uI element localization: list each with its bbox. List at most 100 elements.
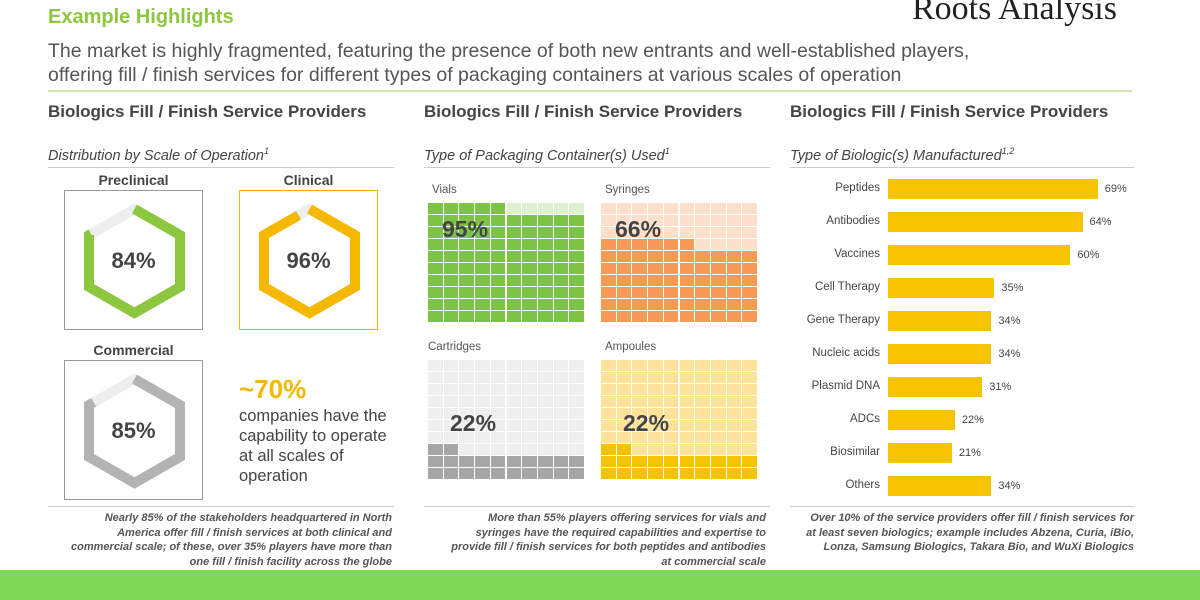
- waffle-cell: [522, 311, 537, 322]
- waffle-cell: [569, 468, 584, 479]
- waffle-cell: [726, 444, 742, 455]
- waffle-cell: [537, 227, 553, 238]
- waffle-cell: [459, 432, 475, 443]
- waffle-cell: [506, 287, 522, 298]
- waffle-cell: [742, 275, 757, 286]
- waffle-cell: [475, 203, 490, 214]
- waffle-cell: [428, 239, 443, 250]
- footnote-marker: 1: [664, 146, 670, 156]
- bar: [888, 278, 995, 298]
- bar-label: Cell Therapy: [815, 281, 880, 293]
- waffle-cell: [695, 420, 710, 431]
- waffle-cell: [616, 203, 632, 214]
- waffle-cell: [475, 456, 490, 467]
- divider: [48, 506, 394, 507]
- column-subtitle-text: Type of Biologic(s) Manufactured: [790, 147, 1002, 164]
- waffle-cell: [710, 251, 726, 262]
- waffle-cell: [569, 372, 584, 383]
- waffle-cell: [601, 432, 616, 443]
- waffle-cell: [648, 215, 663, 226]
- waffle-cell: [443, 263, 459, 274]
- waffle-cell: [648, 444, 663, 455]
- waffle-cell: [663, 203, 679, 214]
- divider: [790, 167, 1134, 168]
- waffle-cell: [428, 227, 443, 238]
- waffle-cell: [522, 396, 537, 407]
- hexagon-gauge: [84, 203, 185, 319]
- waffle-cell: [601, 311, 616, 322]
- waffle-cell: [632, 287, 648, 298]
- waffle-cell: [710, 360, 726, 371]
- waffle-cell: [695, 384, 710, 395]
- waffle-cell: [742, 360, 757, 371]
- waffle-cell: [522, 239, 537, 250]
- waffle-cell: [710, 432, 726, 443]
- waffle-cell: [695, 311, 710, 322]
- waffle-cell: [537, 275, 553, 286]
- gauge-fill: [84, 203, 185, 319]
- waffle-cell: [569, 215, 584, 226]
- waffle-cell: [569, 444, 584, 455]
- waffle-cell: [443, 203, 459, 214]
- waffle-cell: [553, 432, 569, 443]
- waffle-cell: [569, 360, 584, 371]
- waffle-cell: [490, 444, 506, 455]
- waffle-cell: [428, 420, 443, 431]
- waffle-cell: [632, 420, 648, 431]
- waffle-cell: [601, 215, 616, 226]
- waffle-cell: [459, 275, 475, 286]
- waffle-cell: [569, 299, 584, 310]
- waffle-cell: [679, 372, 695, 383]
- waffle-cell: [679, 456, 695, 467]
- waffle-cell: [632, 360, 648, 371]
- bar: [888, 245, 1071, 265]
- waffle-cell: [553, 468, 569, 479]
- waffle-cell: [710, 227, 726, 238]
- waffle-cell: [522, 215, 537, 226]
- waffle-cell: [537, 239, 553, 250]
- waffle-cell: [428, 311, 443, 322]
- waffle-cell: [459, 384, 475, 395]
- bar-value: 34%: [998, 480, 1021, 492]
- waffle-cell: [679, 263, 695, 274]
- waffle-cell: [506, 263, 522, 274]
- waffle-cell: [459, 420, 475, 431]
- bar-label: Peptides: [835, 182, 880, 194]
- waffle-cell: [616, 384, 632, 395]
- bar-value: 34%: [998, 348, 1021, 360]
- waffle-cell: [726, 468, 742, 479]
- waffle-cell: [506, 444, 522, 455]
- waffle-cell: [569, 275, 584, 286]
- waffle-cell: [537, 384, 553, 395]
- waffle-cell: [506, 396, 522, 407]
- waffle-cell: [742, 311, 757, 322]
- waffle-cell: [537, 432, 553, 443]
- waffle-cell: [616, 420, 632, 431]
- bar-value: 64%: [1089, 216, 1112, 228]
- divider: [48, 90, 1132, 92]
- waffle-cell: [616, 432, 632, 443]
- waffle-cell: [601, 420, 616, 431]
- waffle-cell: [506, 408, 522, 419]
- waffle-cell: [490, 299, 506, 310]
- waffle-cell: [569, 420, 584, 431]
- waffle-cell: [726, 372, 742, 383]
- column-subtitle: Type of Biologic(s) Manufactured1,2: [790, 146, 1014, 164]
- bar-value: 35%: [1001, 282, 1024, 294]
- waffle-cell: [459, 468, 475, 479]
- waffle-cell: [663, 287, 679, 298]
- divider: [424, 506, 770, 507]
- waffle-cell: [648, 227, 663, 238]
- waffle-cell: [537, 444, 553, 455]
- waffle-cell: [553, 384, 569, 395]
- waffle-cell: [616, 299, 632, 310]
- waffle-cell: [648, 239, 663, 250]
- waffle-cell: [663, 263, 679, 274]
- waffle-cell: [569, 456, 584, 467]
- column-title: Biologics Fill / Finish Service Provider…: [48, 102, 367, 121]
- waffle-cell: [537, 456, 553, 467]
- waffle-cell: [742, 468, 757, 479]
- waffle-cell: [428, 432, 443, 443]
- gauge-box: [64, 190, 203, 330]
- waffle-cell: [695, 456, 710, 467]
